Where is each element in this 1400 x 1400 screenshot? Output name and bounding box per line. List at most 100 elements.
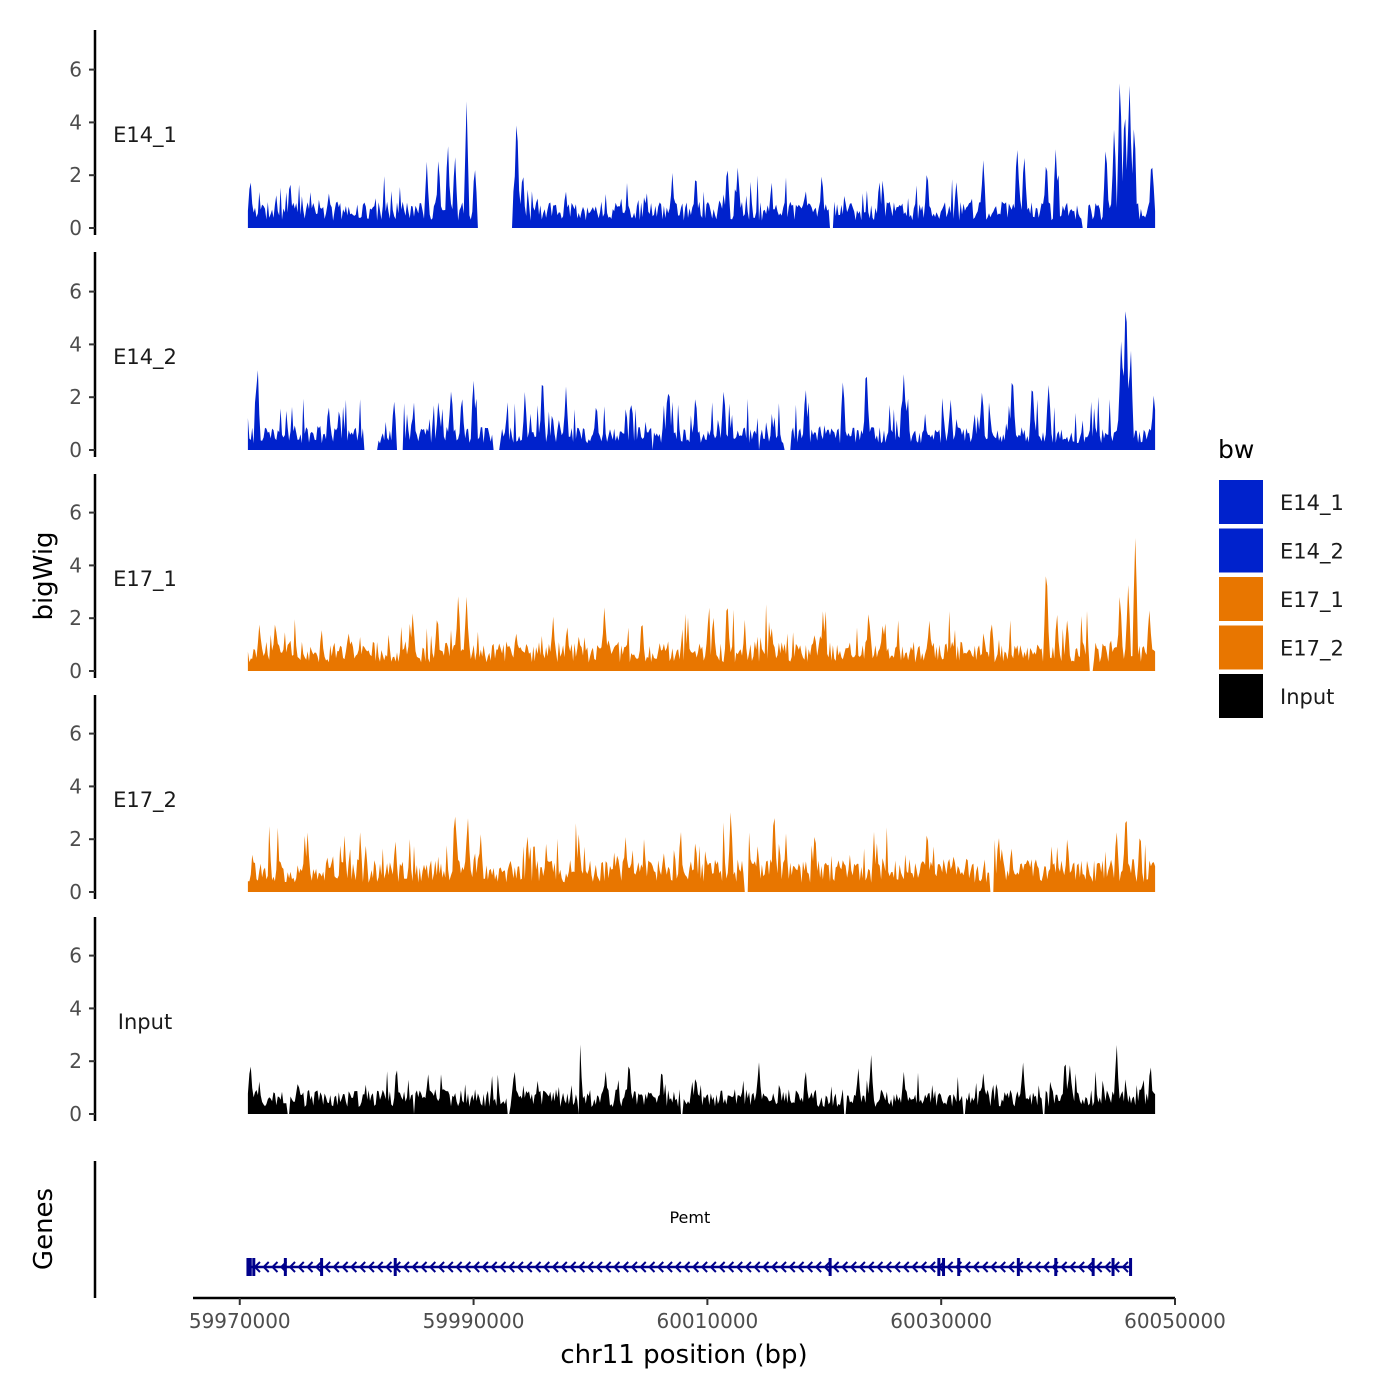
y-tick-label: 6 <box>69 501 82 525</box>
strand-arrow <box>683 1261 691 1273</box>
track-label: E14_2 <box>113 345 177 370</box>
strand-arrow <box>551 1261 559 1273</box>
exon-mark <box>1129 1258 1133 1276</box>
strand-arrow <box>542 1261 551 1273</box>
legend-swatch-e14-2 <box>1219 528 1263 573</box>
strand-arrow <box>884 1261 892 1273</box>
strand-arrow <box>376 1261 384 1273</box>
strand-arrow <box>332 1261 340 1273</box>
strand-arrow <box>314 1261 323 1273</box>
strand-arrow <box>744 1261 752 1273</box>
x-tick-label: 59970000 <box>189 1309 291 1333</box>
strand-arrow <box>691 1261 700 1273</box>
y-tick-label: 0 <box>69 216 82 240</box>
exon-mark <box>248 1258 252 1276</box>
legend-label: Input <box>1280 685 1334 709</box>
y-tick-label: 6 <box>69 280 82 304</box>
strand-arrow <box>516 1261 524 1273</box>
strand-arrow <box>1033 1261 1042 1273</box>
strand-arrow <box>1025 1261 1033 1273</box>
y-axis-title: bigWig <box>29 531 59 620</box>
exon-mark <box>320 1258 324 1276</box>
x-tick-label: 60050000 <box>1124 1309 1226 1333</box>
y-tick-label: 6 <box>69 944 82 968</box>
strand-arrow <box>753 1261 761 1273</box>
y-tick-label: 0 <box>69 438 82 462</box>
legend-label: E17_2 <box>1280 637 1344 662</box>
coverage-area-e14-1 <box>247 83 1156 229</box>
strand-arrow <box>700 1261 708 1273</box>
strand-arrow <box>876 1261 884 1273</box>
strand-arrow <box>613 1261 621 1273</box>
strand-arrow <box>472 1261 480 1273</box>
strand-arrow <box>1095 1261 1103 1273</box>
strand-arrow <box>349 1261 358 1273</box>
track-label: E14_1 <box>113 123 177 148</box>
strand-arrow <box>367 1261 375 1273</box>
strand-arrow <box>639 1261 647 1273</box>
strand-arrow <box>428 1261 437 1273</box>
y-tick-label: 4 <box>69 110 82 134</box>
strand-arrow <box>1068 1261 1077 1273</box>
x-tick-label: 60010000 <box>656 1309 758 1333</box>
strand-arrow <box>385 1261 393 1273</box>
track-label: Input <box>118 1010 172 1034</box>
strand-arrow <box>709 1261 717 1273</box>
exon-mark <box>1091 1258 1095 1276</box>
strand-arrow <box>569 1261 577 1273</box>
strand-arrow <box>893 1261 901 1273</box>
y-tick-label: 6 <box>69 722 82 746</box>
strand-arrow <box>963 1261 971 1273</box>
y-tick-label: 2 <box>69 606 82 630</box>
strand-arrow <box>534 1261 542 1273</box>
y-tick-label: 0 <box>69 880 82 904</box>
strand-arrow <box>779 1261 787 1273</box>
coverage-area-e14-2 <box>247 311 1156 450</box>
exon-mark <box>252 1258 256 1276</box>
x-tick-label: 60030000 <box>890 1309 992 1333</box>
strand-arrow <box>306 1261 314 1273</box>
strand-arrow <box>770 1261 778 1273</box>
strand-arrow <box>902 1261 910 1273</box>
strand-arrow <box>946 1261 954 1273</box>
strand-arrow <box>656 1261 664 1273</box>
strand-arrow <box>560 1261 568 1273</box>
strand-arrow <box>507 1261 515 1273</box>
strand-arrow <box>735 1261 743 1273</box>
y-tick-label: 0 <box>69 659 82 683</box>
strand-arrow <box>446 1261 454 1273</box>
strand-arrow <box>577 1261 586 1273</box>
strand-arrow <box>1077 1261 1085 1273</box>
exon-mark <box>828 1258 832 1276</box>
strand-arrow <box>1121 1261 1129 1273</box>
strand-arrow <box>271 1261 279 1273</box>
strand-arrow <box>797 1261 805 1273</box>
coverage-area-e17-1 <box>247 538 1156 671</box>
gene-panel-title: Genes <box>29 1188 59 1270</box>
strand-arrow <box>805 1261 814 1273</box>
x-tick-label: 59990000 <box>423 1309 525 1333</box>
y-tick-label: 2 <box>69 1049 82 1073</box>
strand-arrow <box>665 1261 673 1273</box>
strand-arrow <box>1007 1261 1015 1273</box>
strand-arrow <box>586 1261 594 1273</box>
exon-mark <box>942 1258 946 1276</box>
strand-arrow <box>358 1261 366 1273</box>
legend-label: E14_1 <box>1280 491 1344 516</box>
strand-arrow <box>674 1261 682 1273</box>
strand-arrow <box>411 1261 419 1273</box>
y-tick-label: 4 <box>69 332 82 356</box>
strand-arrow <box>911 1261 919 1273</box>
exon-mark <box>246 1258 250 1276</box>
strand-arrow <box>727 1261 735 1273</box>
strand-arrow <box>297 1261 305 1273</box>
exon-mark <box>1111 1258 1115 1276</box>
strand-arrow <box>481 1261 489 1273</box>
strand-arrow <box>718 1261 726 1273</box>
y-tick-label: 2 <box>69 385 82 409</box>
strand-arrow <box>630 1261 638 1273</box>
strand-arrow <box>595 1261 603 1273</box>
strand-arrow <box>420 1261 428 1273</box>
track-label: E17_1 <box>113 567 177 592</box>
